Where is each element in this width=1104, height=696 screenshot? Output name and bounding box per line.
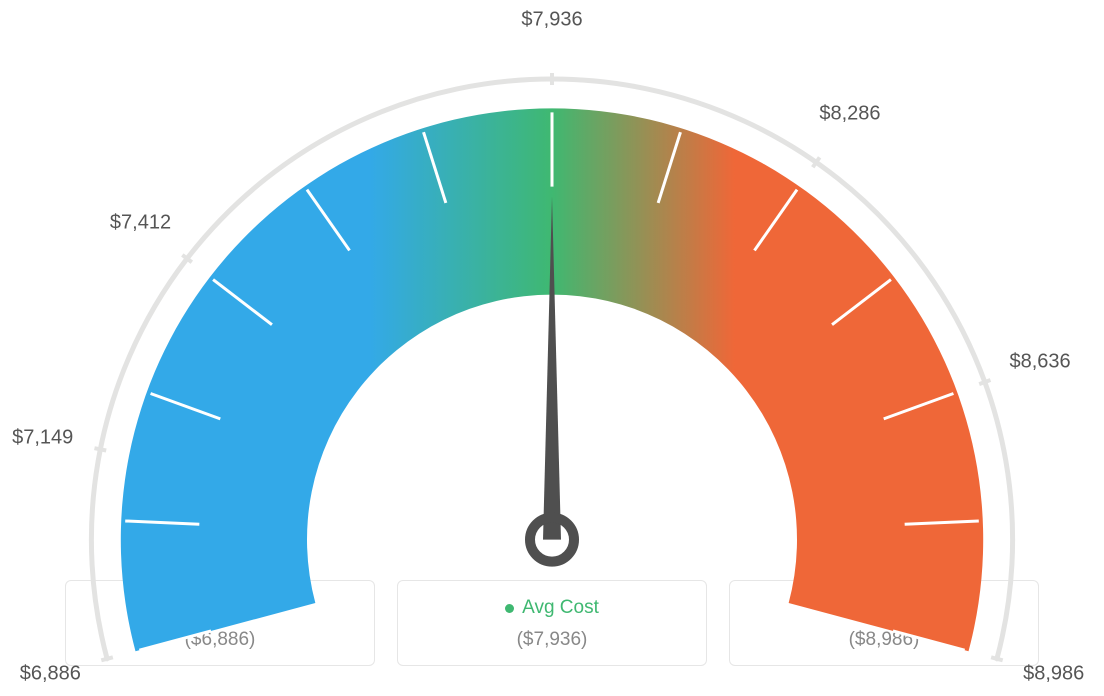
- legend-dot-icon: [505, 604, 514, 613]
- gauge-major-tick: [979, 380, 990, 384]
- gauge-tick-label: $7,149: [12, 426, 73, 449]
- gauge-tick-label: $8,636: [1009, 350, 1070, 373]
- legend-value: ($6,886): [76, 629, 364, 651]
- legend-card: Avg Cost ($7,936): [397, 580, 707, 666]
- gauge-chart: $6,886$7,149$7,412$7,936$8,286$8,636$8,9…: [62, 30, 1042, 550]
- gauge-tick-label: $7,412: [110, 211, 171, 234]
- legend-label: Avg Cost: [522, 597, 599, 619]
- gauge-tick-label: $6,886: [20, 663, 81, 686]
- legend-value: ($8,986): [740, 629, 1028, 651]
- gauge-major-tick: [94, 448, 106, 450]
- gauge-tick-label: $7,936: [521, 9, 582, 32]
- legend-value: ($7,936): [408, 629, 696, 651]
- gauge-chart-container: $6,886$7,149$7,412$7,936$8,286$8,636$8,9…: [30, 30, 1074, 550]
- gauge-tick-label: $8,286: [819, 103, 880, 126]
- gauge-tick-label: $8,986: [1023, 663, 1084, 686]
